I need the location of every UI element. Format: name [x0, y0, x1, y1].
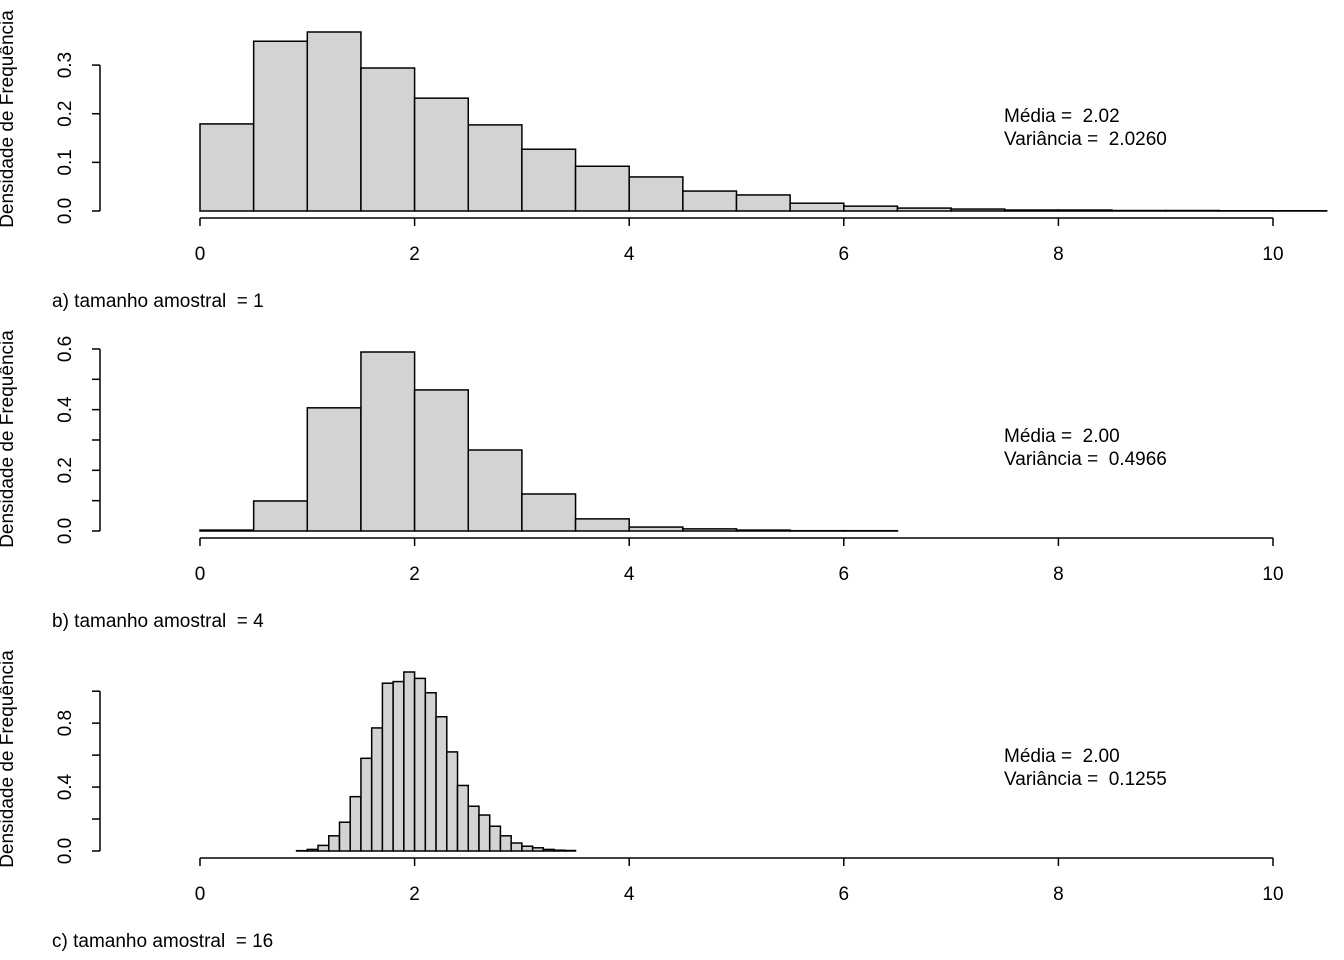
y-tick-label: 0.8 [55, 710, 76, 736]
bar [381, 682, 394, 852]
x-tick-label: 0 [195, 564, 206, 585]
bar [446, 751, 459, 852]
bar [413, 677, 427, 852]
bar [349, 795, 362, 852]
x-tick-label: 2 [409, 564, 420, 585]
bar [252, 40, 309, 212]
x-tick-label: 6 [839, 244, 850, 265]
y-tick-label: 0.0 [55, 518, 76, 544]
bar [199, 529, 255, 532]
x-tick-label: 8 [1053, 884, 1064, 905]
y-tick-label: 0.0 [55, 838, 76, 864]
bar [682, 528, 738, 532]
bar [456, 784, 469, 852]
annotation: Variância = 0.4966 [1004, 449, 1167, 470]
y-axis-label: Densidade de Frequência [0, 330, 18, 548]
x-tick-label: 4 [624, 884, 635, 905]
bar [478, 814, 491, 852]
bar [413, 389, 470, 532]
x-axis-label: b) tamanho amostral = 4 [52, 611, 264, 632]
annotation: Variância = 2.0260 [1004, 129, 1167, 150]
bar [521, 493, 577, 532]
bar [735, 529, 791, 532]
bar [360, 67, 416, 212]
x-tick-label: 2 [409, 244, 420, 265]
bar [435, 716, 448, 852]
bar [467, 124, 523, 212]
bar [735, 194, 791, 212]
y-tick-label: 0.4 [55, 396, 76, 423]
bar [199, 123, 255, 212]
x-tick-label: 2 [409, 884, 420, 905]
x-tick-label: 10 [1262, 564, 1283, 585]
bar [510, 842, 523, 852]
bar [531, 847, 545, 852]
bar [252, 500, 309, 532]
bar [317, 844, 330, 852]
bar [542, 848, 555, 852]
x-tick-label: 0 [195, 244, 206, 265]
bar [574, 518, 630, 532]
bar [306, 31, 362, 212]
x-tick-label: 0 [195, 884, 206, 905]
y-tick-label: 0.2 [55, 457, 76, 483]
x-axis-label: c) tamanho amostral = 16 [52, 931, 273, 952]
x-tick-label: 6 [839, 884, 850, 905]
y-axis-label: Densidade de Frequência [0, 650, 18, 868]
bar [488, 825, 502, 852]
bar [682, 190, 738, 212]
annotation: Variância = 0.1255 [1004, 769, 1167, 790]
x-tick-label: 4 [624, 564, 635, 585]
bar [370, 727, 384, 852]
y-tick-label: 0.6 [55, 336, 76, 362]
bar [843, 205, 899, 212]
y-tick-label: 0.1 [55, 149, 76, 175]
annotation: Média = 2.02 [1004, 106, 1120, 127]
bar [338, 821, 351, 852]
bar [360, 757, 373, 852]
bar [896, 207, 952, 212]
bar [413, 97, 470, 212]
x-tick-label: 4 [624, 244, 635, 265]
y-tick-label: 0.2 [55, 101, 76, 127]
y-tick-label: 0.3 [55, 52, 76, 78]
annotation: Média = 2.00 [1004, 426, 1120, 447]
x-tick-label: 8 [1053, 564, 1064, 585]
bar [424, 692, 437, 852]
bar [328, 835, 341, 852]
y-axis-label: Densidade de Frequência [0, 10, 18, 228]
y-tick-label: 0.0 [55, 198, 76, 224]
x-tick-label: 10 [1262, 884, 1283, 905]
bar [306, 848, 319, 852]
x-tick-label: 8 [1053, 244, 1064, 265]
bar [306, 407, 362, 532]
bar [574, 165, 630, 212]
bar [628, 176, 684, 212]
x-tick-label: 6 [839, 564, 850, 585]
bar [1057, 209, 1113, 212]
bar [553, 849, 566, 852]
y-tick-label: 0.4 [55, 773, 76, 800]
bar [360, 351, 416, 532]
bar [403, 671, 416, 852]
bar [789, 202, 845, 212]
bar [628, 526, 684, 532]
bar [392, 680, 405, 852]
x-axis-label: a) tamanho amostral = 1 [52, 291, 264, 312]
bar [499, 835, 512, 852]
x-tick-label: 10 [1262, 244, 1283, 265]
bar [467, 805, 480, 852]
bar [467, 449, 523, 532]
bar [950, 208, 1006, 212]
bar [1004, 209, 1060, 212]
bar [521, 148, 577, 212]
bar [521, 845, 534, 852]
annotation: Média = 2.00 [1004, 746, 1120, 767]
